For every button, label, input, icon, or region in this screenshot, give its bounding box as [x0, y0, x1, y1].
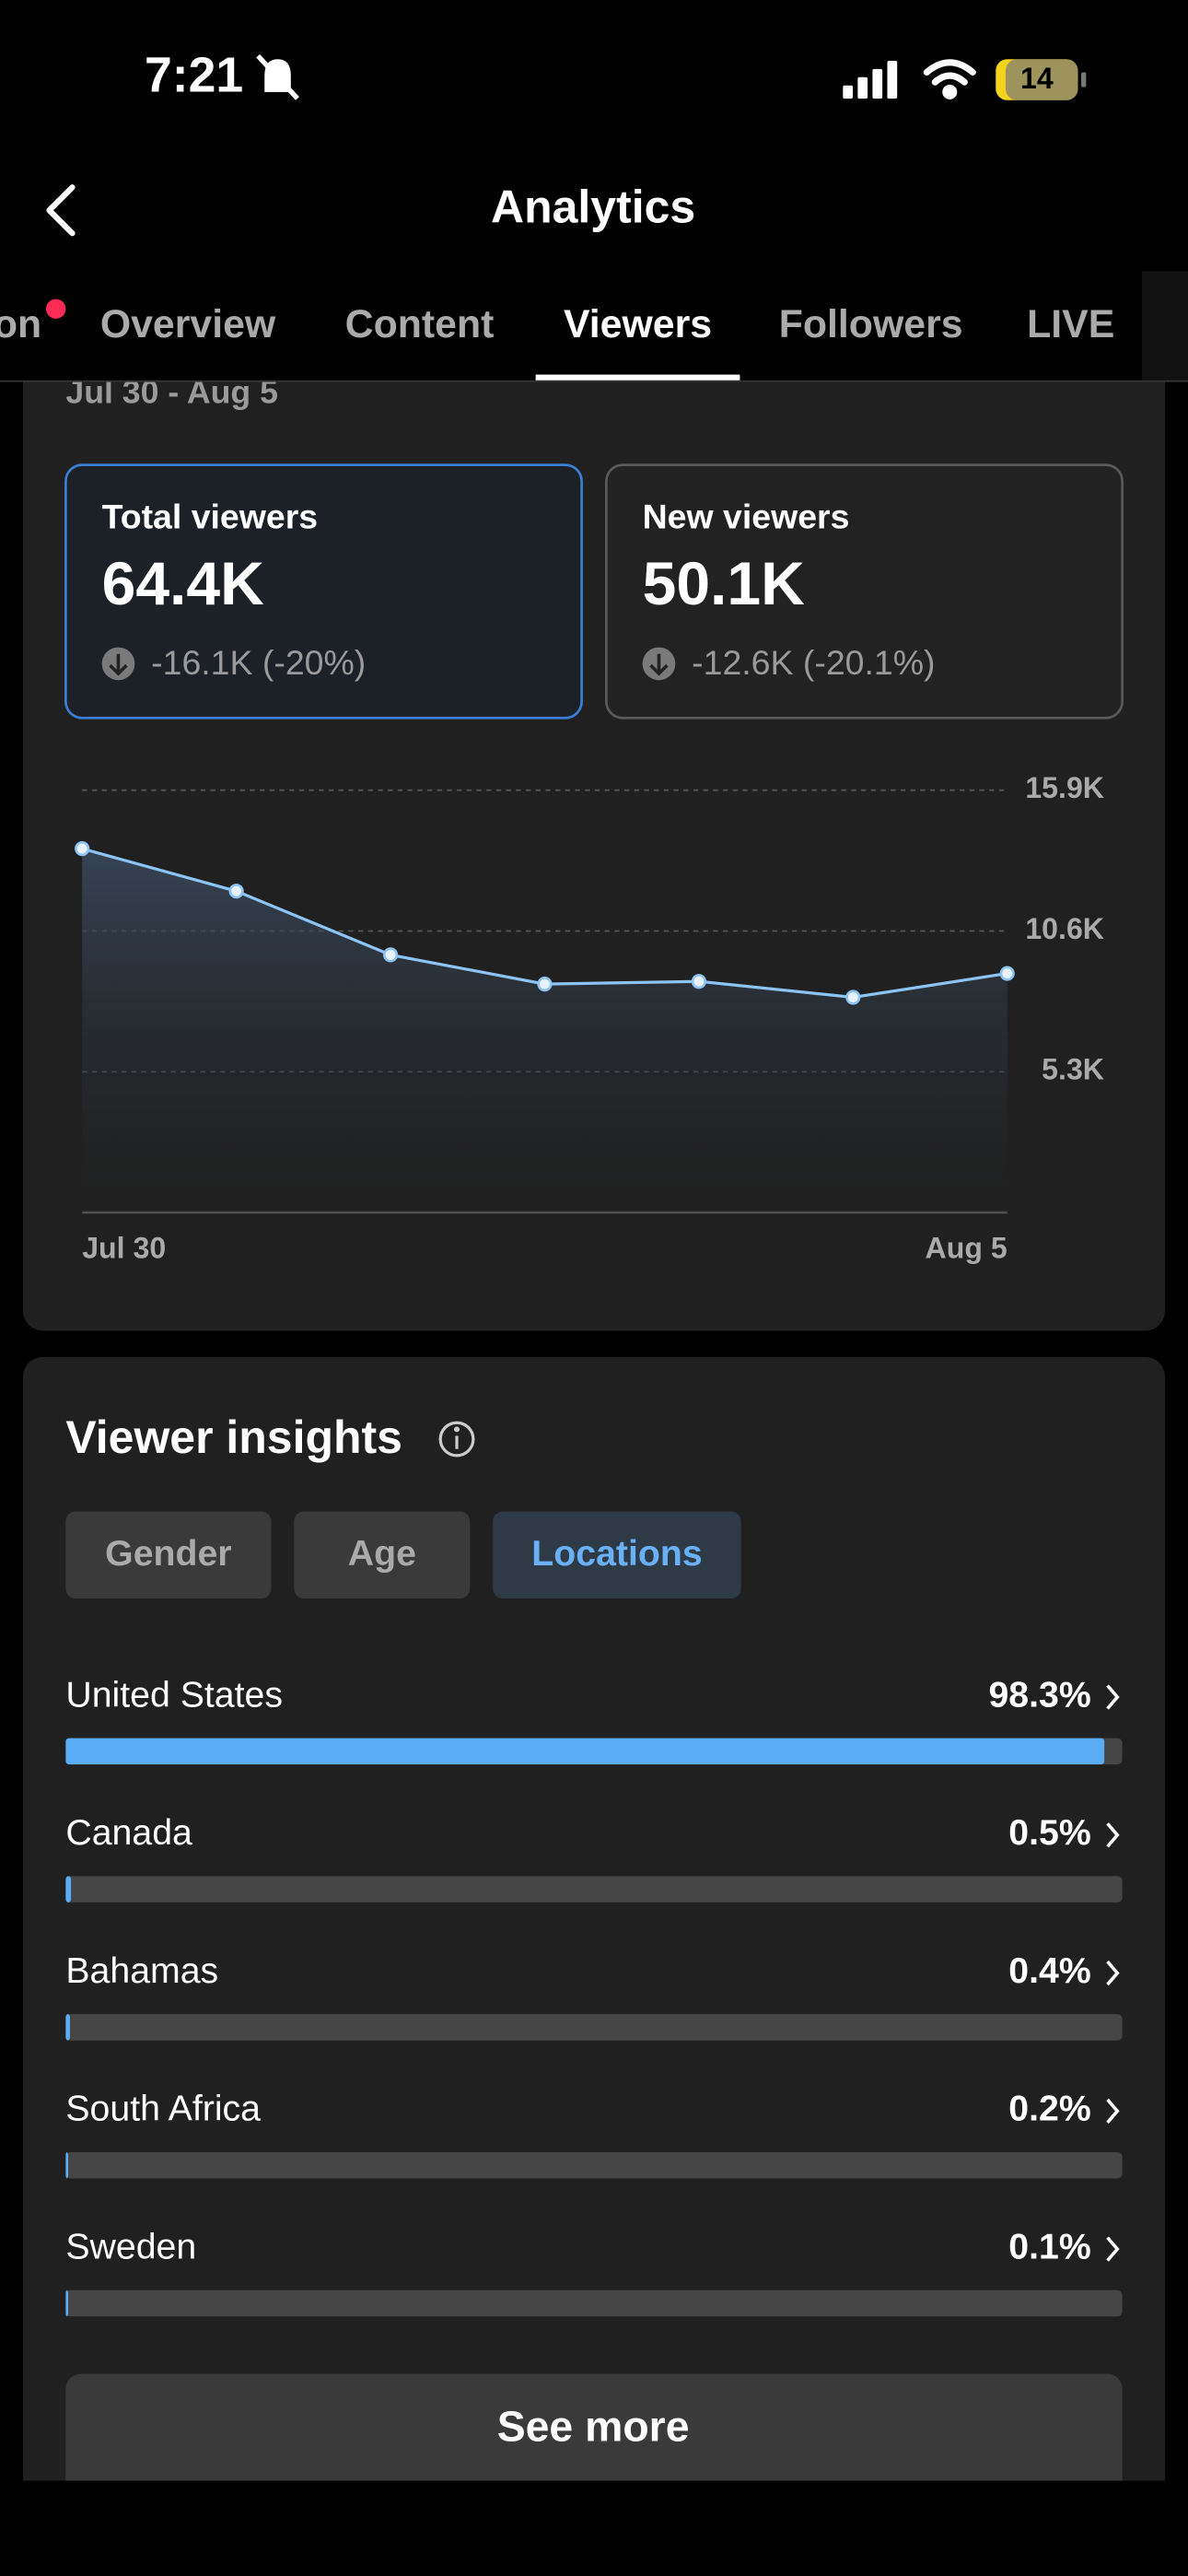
bottom-bg [0, 2480, 1188, 2576]
location-name[interactable]: Sweden [65, 2227, 196, 2267]
point [999, 966, 1015, 981]
page-title: Analytics [491, 181, 695, 232]
y-tick-label: 10.6K [1025, 912, 1104, 945]
down-arrow [649, 653, 669, 676]
chevron[interactable] [1106, 2236, 1120, 2262]
notification-dot [45, 299, 66, 319]
location-value[interactable]: 0.4% [1008, 1950, 1090, 1991]
tab-indicator [535, 374, 740, 381]
filter-label[interactable]: Locations [531, 1533, 702, 1574]
metric-cards: Total viewers 64.4K -16.1K (-20%) New viewe… [64, 463, 1124, 720]
tab[interactable]: on [0, 302, 41, 346]
x-tick-label: Jul 30 [82, 1231, 166, 1264]
chevron[interactable] [1106, 2098, 1120, 2125]
location-name[interactable]: Canada [65, 1812, 192, 1853]
bar-track [65, 2014, 1123, 2041]
bar [65, 1738, 1105, 1765]
signal-icon [843, 60, 898, 99]
point [845, 989, 861, 1005]
tab[interactable]: Viewers [564, 302, 712, 346]
bar [65, 1876, 72, 1903]
tab[interactable]: Overview [100, 302, 276, 346]
insights-panel [22, 1356, 1166, 2508]
filter-chip[interactable] [294, 1511, 471, 1599]
location-name[interactable]: United States [65, 1674, 283, 1715]
bar [65, 2289, 69, 2317]
location-value[interactable]: 98.3% [988, 1674, 1090, 1715]
card-label: Total viewers [102, 497, 319, 535]
down-arrow [109, 653, 128, 676]
see-more-label[interactable]: See more [497, 2403, 690, 2451]
card-change: -12.6K (-20.1%) [692, 643, 935, 682]
y-tick-label: 5.3K [1042, 1053, 1104, 1086]
insights-title: Viewer insights [65, 1411, 402, 1463]
card-value: 64.4K [102, 549, 264, 617]
filter-chip[interactable] [65, 1511, 272, 1599]
point [691, 974, 707, 989]
tab[interactable]: LIVE [1027, 302, 1114, 346]
point [382, 947, 399, 963]
bar-track [65, 2151, 1123, 2179]
bar-track [65, 2289, 1123, 2317]
battery-icon: 14 [996, 59, 1087, 100]
chevron[interactable] [1106, 1960, 1120, 1986]
locations-chart: United States 98.3% Canada 0.5% Bahamas 0.4% S… [65, 1674, 1123, 2317]
mute-icon [256, 53, 299, 100]
bar [65, 2014, 70, 2041]
area [82, 849, 1007, 1212]
tab[interactable]: Content [345, 302, 495, 346]
filter-label[interactable]: Age [348, 1533, 416, 1574]
card-label: New viewers [643, 497, 850, 535]
filter-label[interactable]: Gender [105, 1533, 231, 1574]
line-chart: 5.3K 10.6K 15.9K Jul 30 Aug 5 [75, 771, 1104, 1264]
status-time: 7:21 [145, 49, 243, 103]
metric-card[interactable] [64, 463, 583, 720]
chevron[interactable] [1106, 1684, 1120, 1710]
bar-track [65, 1876, 1123, 1903]
point [537, 976, 553, 992]
y-tick-label: 15.9K [1025, 771, 1104, 804]
location-name[interactable]: Bahamas [65, 1950, 218, 1991]
location-value[interactable]: 0.5% [1008, 1812, 1090, 1853]
chevron[interactable] [1106, 1822, 1120, 1848]
x-tick-label: Aug 5 [926, 1231, 1007, 1264]
point [75, 840, 90, 857]
location-value[interactable]: 0.1% [1008, 2227, 1090, 2267]
point [228, 884, 244, 899]
tab[interactable]: Followers [779, 302, 963, 346]
info-icon[interactable] [438, 1421, 475, 1458]
filter-chip[interactable] [493, 1511, 741, 1599]
tab-bar: on Overview Content Viewers Followers LIVE [0, 299, 1114, 381]
metric-card[interactable] [605, 463, 1124, 720]
location-value[interactable]: 0.2% [1008, 2089, 1090, 2129]
tab-fade [1142, 271, 1188, 381]
filter-chips: Gender Age Locations [65, 1511, 741, 1599]
see-more-button[interactable] [65, 2373, 1123, 2506]
wifi-icon [923, 59, 976, 100]
header-bg [0, 0, 1188, 381]
back-button[interactable] [46, 184, 76, 237]
bar [65, 2151, 69, 2179]
card-change: -16.1K (-20%) [151, 643, 366, 682]
battery-level: 14 [1020, 62, 1054, 95]
location-name[interactable]: South Africa [65, 2089, 261, 2129]
card-value: 50.1K [643, 549, 805, 617]
